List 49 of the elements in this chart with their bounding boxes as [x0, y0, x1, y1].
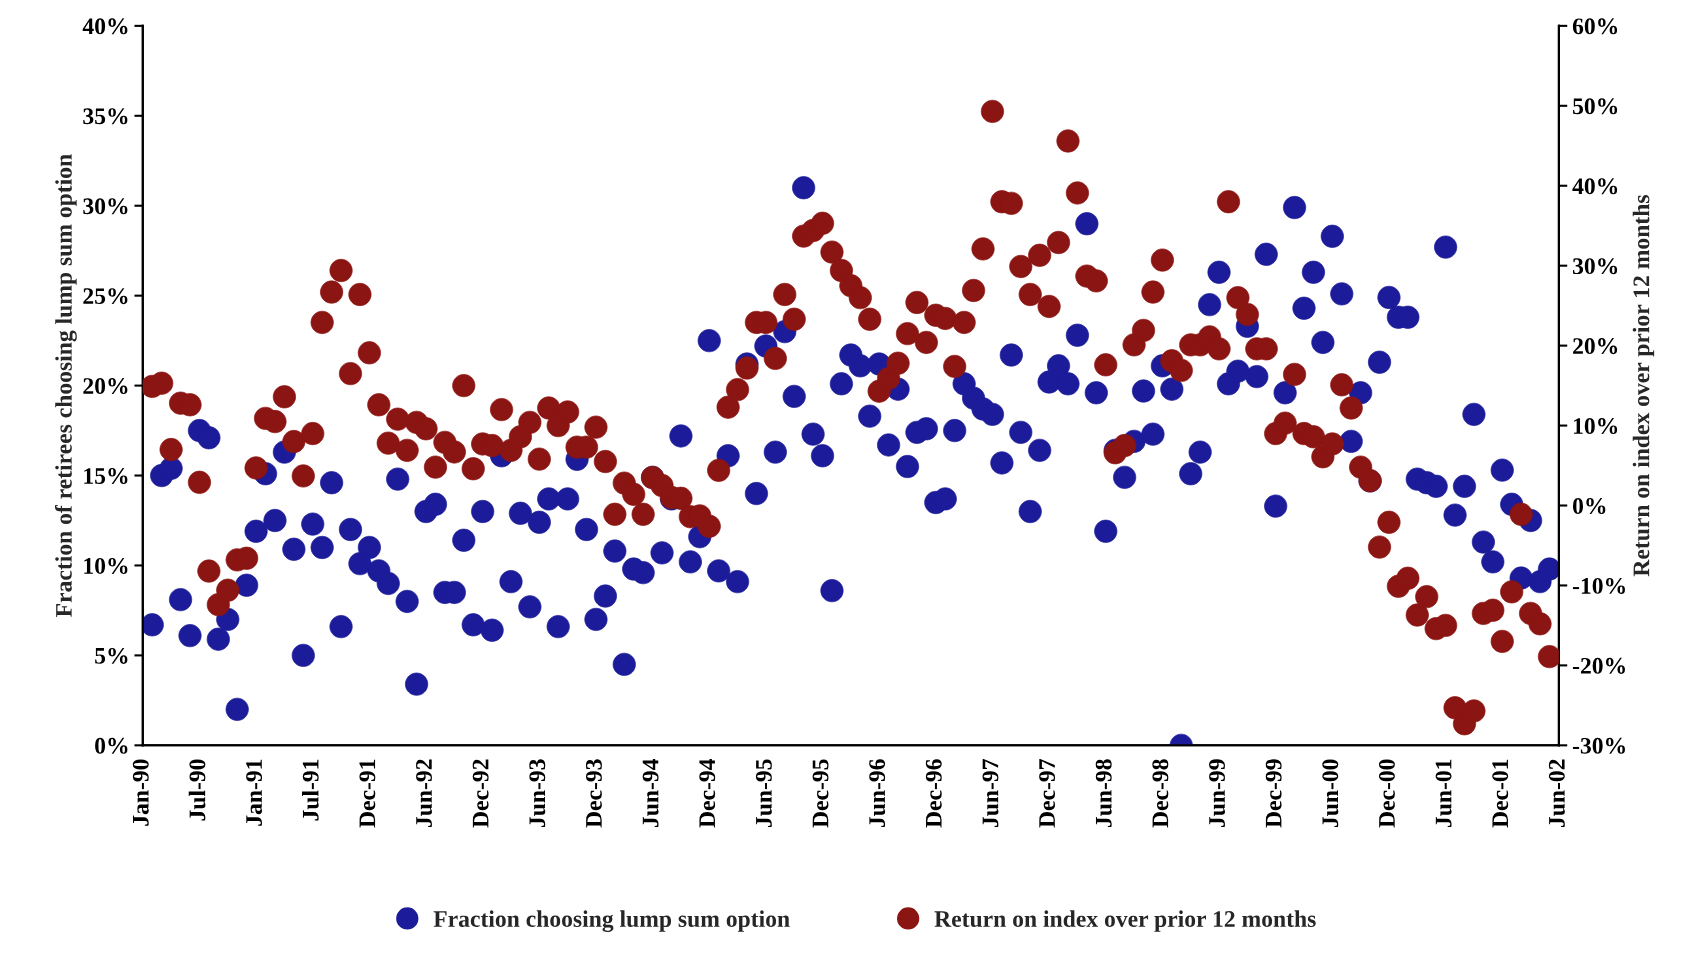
- x-tick-label: Jun-98: [1095, 759, 1112, 828]
- y2-tick-label: 40%: [1572, 178, 1618, 195]
- y-tick-label: 20%: [83, 378, 128, 395]
- x-tick-label: Dec-94: [699, 758, 716, 828]
- x-tick-label: Jun-96: [869, 759, 886, 828]
- x-tick-label: Jan-91: [246, 759, 262, 826]
- y2-tick-label: 10%: [1573, 418, 1618, 435]
- x-tick-label: Dec-96: [925, 759, 942, 828]
- x-tick-label: Dec-95: [812, 759, 829, 828]
- y2-tick-label: -10%: [1572, 577, 1625, 594]
- x-tick-label: Jul-91: [302, 759, 319, 821]
- y-tick-label: 30%: [83, 198, 128, 215]
- x-tick-label: Jan-90: [132, 759, 149, 826]
- x-tick-label: Jun-95: [755, 759, 772, 828]
- x-tick-label: Dec-91: [359, 759, 376, 828]
- y-tick-label: 35%: [83, 108, 128, 125]
- x-tick-label: Dec-99: [1265, 759, 1282, 828]
- legend-label: Return on index over prior 12 months: [934, 910, 1316, 932]
- y2-tick-label: 20%: [1573, 338, 1618, 355]
- y-tick-label: 25%: [83, 288, 128, 305]
- y-tick-label: 40%: [82, 18, 128, 35]
- x-tick-label: Dec-00: [1378, 759, 1395, 828]
- x-tick-label: Jun-94: [642, 758, 659, 828]
- y-axis-title: Fraction of retirees choosing lump sum option: [54, 154, 77, 617]
- y2-tick-label: 30%: [1572, 258, 1618, 275]
- x-tick-label: Jun-02: [1548, 759, 1565, 828]
- y2-tick-label: 0%: [1572, 498, 1606, 515]
- legend-label: Fraction choosing lump sum option: [433, 910, 790, 932]
- y-tick-label: 5%: [95, 647, 128, 664]
- y-tick-label: 15%: [84, 468, 128, 485]
- y2-axis-title: Return on index over prior 12 months: [1632, 195, 1655, 577]
- y2-tick-label: 60%: [1572, 18, 1618, 35]
- x-tick-label: Dec-93: [585, 759, 602, 828]
- y2-tick-label: -20%: [1572, 657, 1625, 674]
- x-tick-label: Jun-01: [1435, 759, 1452, 828]
- x-tick-label: Jun-92: [416, 759, 432, 828]
- x-tick-label: Jun-97: [982, 759, 999, 828]
- x-tick-label: Dec-01: [1492, 759, 1509, 828]
- x-tick-label: Dec-97: [1039, 759, 1056, 828]
- y2-tick-label: -30%: [1572, 737, 1625, 754]
- x-tick-label: Jun-99: [1209, 759, 1225, 828]
- x-tick-label: Jun-00: [1322, 759, 1339, 828]
- y2-tick-label: 50%: [1573, 98, 1618, 115]
- y-tick-label: 0%: [95, 737, 128, 754]
- y-tick-label: 10%: [84, 557, 128, 574]
- x-tick-label: Dec-98: [1152, 759, 1169, 828]
- x-tick-label: Jul-90: [188, 759, 206, 821]
- x-tick-label: Dec-92: [472, 759, 489, 828]
- x-tick-label: Jun-93: [529, 759, 546, 828]
